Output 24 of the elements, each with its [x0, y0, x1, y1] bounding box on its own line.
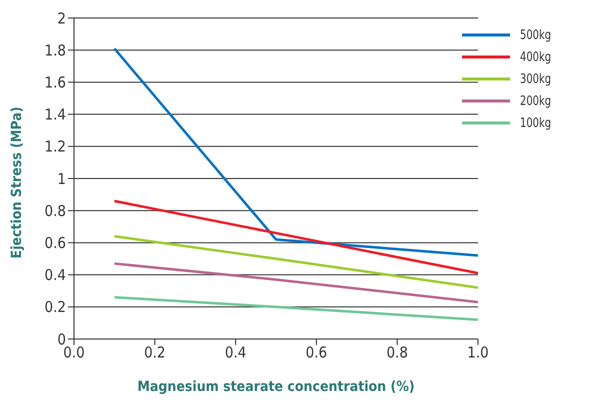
x-tick-label: 0.6: [306, 344, 328, 362]
y-tick-label: 1.8: [44, 41, 66, 60]
x-axis-title: Magnesium stearate concentration (%): [137, 378, 415, 395]
y-axis-title: Ejection Stress (MPa): [8, 106, 25, 258]
y-tick-label: 1.6: [44, 74, 66, 92]
x-tick-label: 1.0: [467, 344, 489, 362]
y-tick-label: 0.8: [44, 202, 66, 220]
y-tick-label: 1: [57, 170, 66, 188]
y-tick-label: 0.2: [44, 298, 66, 316]
legend-label: 400kg: [520, 50, 552, 64]
y-tick-label: 1.4: [44, 106, 66, 124]
y-tick-label: 0.6: [44, 234, 66, 252]
x-tick-label: 0.4: [224, 344, 246, 362]
y-tick-label: 0.4: [44, 266, 66, 284]
legend-label: 200kg: [520, 94, 552, 108]
legend-label: 300kg: [520, 72, 552, 86]
legend-label: 100kg: [520, 116, 552, 130]
y-tick-label: 1.2: [44, 138, 66, 156]
x-tick-label: 0.0: [63, 344, 85, 362]
y-tick-label: 2: [57, 9, 66, 28]
y-tick-label: 0: [57, 330, 66, 348]
x-tick-label: 0.8: [386, 344, 408, 362]
x-tick-label: 0.2: [144, 344, 166, 362]
legend-label: 500kg: [520, 28, 552, 42]
